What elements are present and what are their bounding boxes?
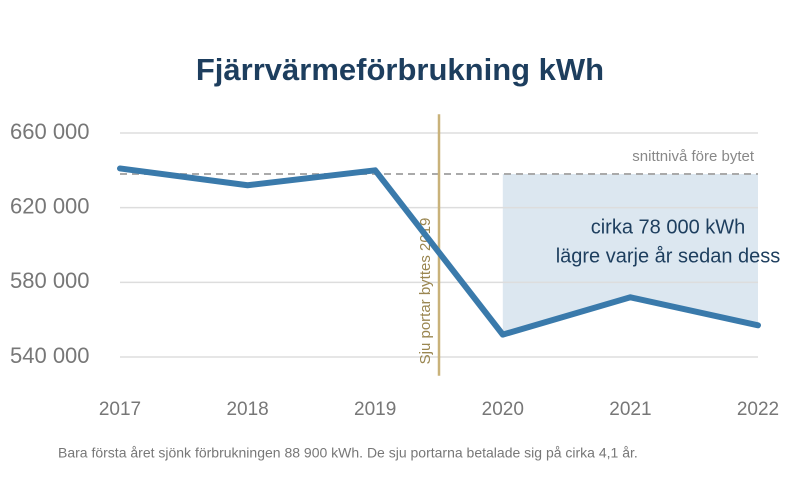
y-tick-label: 660 000 xyxy=(10,119,90,144)
y-tick-label: 580 000 xyxy=(10,268,90,293)
x-tick-label: 2018 xyxy=(226,399,268,420)
y-tick-label: 540 000 xyxy=(10,343,90,368)
data-line xyxy=(117,165,761,338)
chart-title: Fjärrvärmeförbrukning kWh xyxy=(196,52,604,87)
x-tick-label: 2017 xyxy=(99,399,141,420)
event-label: Sju portar byttes 2019 xyxy=(417,218,434,365)
footnote: Bara första året sjönk förbrukningen 88 … xyxy=(58,445,638,461)
y-tick-label: 620 000 xyxy=(10,193,90,218)
annotation: cirka 78 000 kWh xyxy=(591,216,746,238)
x-tick-label: 2019 xyxy=(354,399,396,420)
x-tick-label: 2021 xyxy=(609,399,651,420)
annotation: lägre varje år sedan dess xyxy=(556,245,781,267)
savings-area xyxy=(502,174,758,335)
x-tick-label: 2022 xyxy=(737,399,779,420)
reference-label: snittnivå före bytet xyxy=(632,148,755,165)
x-tick-label: 2020 xyxy=(482,399,524,420)
